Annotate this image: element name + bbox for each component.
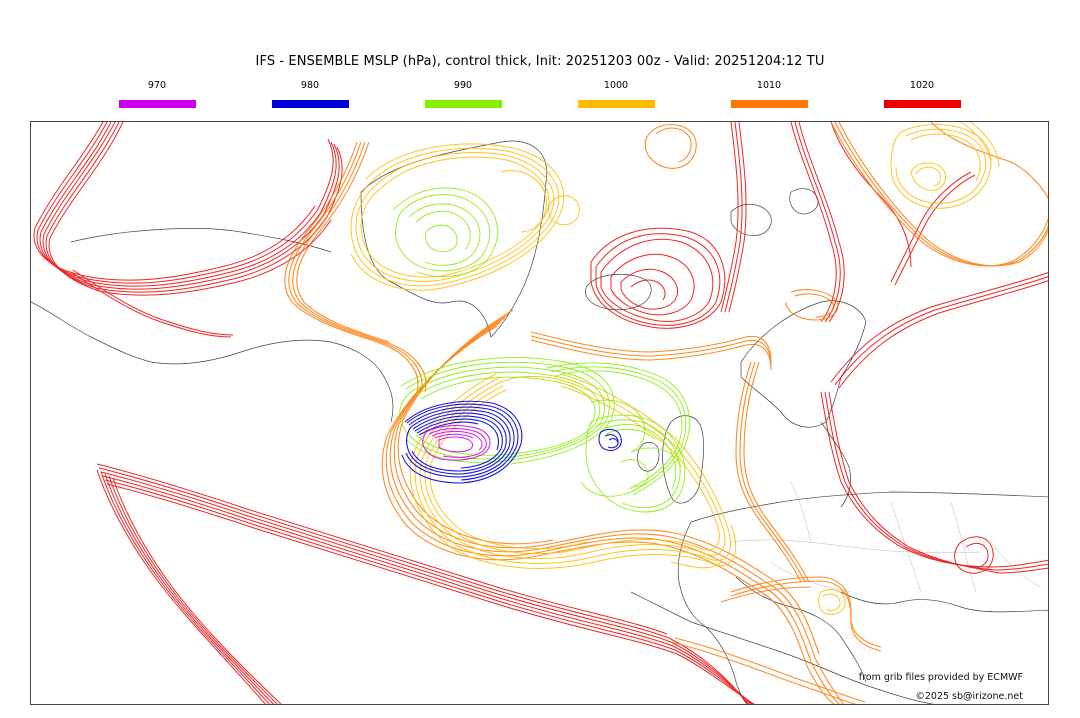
- legend-label: 980: [300, 80, 320, 91]
- copyright-credit: ©2025 sb@irizone.net: [915, 691, 1023, 702]
- legend-swatch: [118, 100, 196, 108]
- isobars-1020: [33, 122, 1048, 704]
- isobars-970: [422, 425, 491, 461]
- legend-label: 1000: [603, 80, 629, 91]
- legend-label: 970: [147, 80, 167, 91]
- isobars-1010: [284, 122, 1048, 704]
- legend-swatch: [883, 100, 961, 108]
- legend-label: 990: [453, 80, 473, 91]
- isobar-map: [31, 122, 1048, 704]
- map-title: IFS - ENSEMBLE MSLP (hPa), control thick…: [255, 54, 825, 69]
- legend-label: 1010: [756, 80, 782, 91]
- coastlines: [31, 140, 1048, 704]
- legend-item-980: 980: [271, 80, 349, 108]
- isobar-legend: 970 980 990 1000 1010 1020: [0, 80, 1080, 112]
- legend-swatch: [424, 100, 502, 108]
- legend-item-1000: 1000: [577, 80, 655, 108]
- legend-swatch: [730, 100, 808, 108]
- legend-item-1010: 1010: [730, 80, 808, 108]
- isobars-990: [392, 187, 691, 513]
- legend-swatch: [577, 100, 655, 108]
- isobars-980: [401, 400, 622, 484]
- legend-item-1020: 1020: [883, 80, 961, 108]
- data-source-credit: from grib files provided by ECMWF: [858, 672, 1023, 683]
- legend-label: 1020: [909, 80, 935, 91]
- legend-item-970: 970: [118, 80, 196, 108]
- legend-swatch: [271, 100, 349, 108]
- legend-item-990: 990: [424, 80, 502, 108]
- map-panel: [30, 121, 1049, 705]
